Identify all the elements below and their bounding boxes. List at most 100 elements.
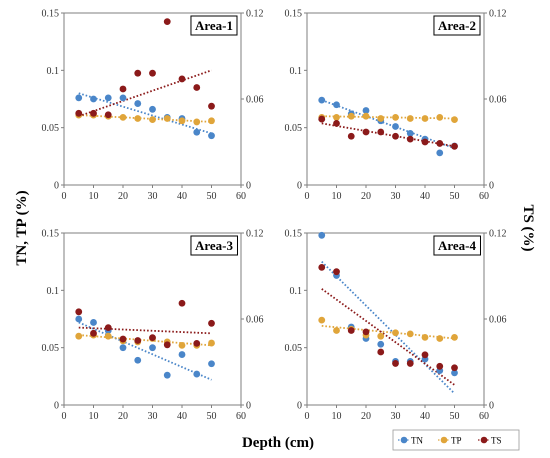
data-point-tn xyxy=(362,107,370,114)
legend: TN TP TS xyxy=(392,429,520,451)
x-tick-label: 40 xyxy=(420,411,430,422)
data-point-ts xyxy=(347,327,355,334)
y-right-tick-label: 0 xyxy=(246,181,251,192)
x-tick-label: 0 xyxy=(62,411,67,422)
x-tick-label: 30 xyxy=(148,191,158,202)
data-point-ts xyxy=(406,360,414,367)
x-tick-label: 40 xyxy=(177,191,187,202)
panel-title: Area-2 xyxy=(438,18,476,33)
y-left-tick-label: 0.05 xyxy=(285,343,303,354)
y-left-tick-label: 0 xyxy=(297,181,302,192)
data-point-ts xyxy=(119,335,127,343)
data-point-tp xyxy=(163,115,171,122)
x-tick-label: 60 xyxy=(479,411,489,422)
data-point-tp xyxy=(149,116,156,124)
data-point-tp xyxy=(377,115,385,122)
y-axis-label-left: TN, TP (%) xyxy=(14,190,30,265)
y-right-tick-label: 0.12 xyxy=(489,229,507,240)
data-point-tn xyxy=(119,344,127,352)
data-point-tn xyxy=(75,94,83,102)
data-point-ts xyxy=(163,341,171,349)
trendline-ts xyxy=(321,288,456,386)
legend-label-ts: TS xyxy=(491,436,502,446)
panel-title: Area-4 xyxy=(438,238,477,253)
x-tick-label: 60 xyxy=(236,191,246,202)
data-point-tn xyxy=(318,96,326,104)
data-point-tn xyxy=(318,231,326,239)
data-point-tp xyxy=(451,333,458,341)
data-point-ts xyxy=(362,128,370,136)
y-left-tick-label: 0.15 xyxy=(42,229,60,240)
data-point-ts xyxy=(134,69,142,77)
data-point-tp xyxy=(436,113,444,121)
y-left-tick-label: 0.05 xyxy=(42,343,60,354)
data-point-tp xyxy=(208,117,215,125)
data-point-ts xyxy=(134,337,142,344)
x-tick-label: 30 xyxy=(148,411,158,422)
panel-title-box xyxy=(190,235,238,256)
data-point-tp xyxy=(208,339,215,347)
data-point-tn xyxy=(436,149,444,157)
data-point-tn xyxy=(134,100,142,107)
trendline-ts xyxy=(78,326,212,335)
data-point-tp xyxy=(436,335,444,342)
data-point-ts xyxy=(377,348,385,356)
y-right-tick-label: 0.06 xyxy=(246,315,264,326)
data-point-tp xyxy=(333,113,340,121)
trendline-tn xyxy=(321,261,456,395)
trendline-tn xyxy=(78,321,212,381)
data-point-ts xyxy=(75,109,83,117)
data-point-ts xyxy=(436,140,444,147)
data-point-tp xyxy=(119,113,127,121)
data-point-tp xyxy=(421,115,429,122)
trendline-ts xyxy=(78,69,212,118)
x-tick-label: 60 xyxy=(479,191,489,202)
data-point-tn xyxy=(451,369,458,377)
plot-frame xyxy=(306,12,485,186)
x-tick-label: 0 xyxy=(305,411,310,422)
x-tick-label: 10 xyxy=(332,191,342,202)
data-point-tp xyxy=(318,316,326,324)
data-point-tp xyxy=(451,116,458,124)
x-tick-label: 40 xyxy=(177,411,187,422)
data-point-ts xyxy=(421,138,429,146)
data-point-tn xyxy=(377,340,385,348)
y-left-tick-label: 0 xyxy=(54,181,59,192)
x-tick-label: 30 xyxy=(391,411,401,422)
trendline-tp xyxy=(321,115,455,120)
data-point-ts xyxy=(451,142,458,150)
panel-title: Area-3 xyxy=(195,238,234,253)
x-tick-label: 20 xyxy=(118,411,128,422)
data-point-tp xyxy=(178,341,186,349)
data-point-ts xyxy=(333,119,340,127)
y-left-tick-label: 0.15 xyxy=(285,9,303,20)
data-point-ts xyxy=(104,111,112,119)
y-right-tick-label: 0 xyxy=(489,401,494,412)
x-tick-label: 0 xyxy=(62,191,67,202)
data-point-tp xyxy=(362,112,370,120)
y-left-tick-label: 0.1 xyxy=(290,286,303,297)
y-left-tick-label: 0.05 xyxy=(285,123,303,134)
x-tick-label: 50 xyxy=(207,411,217,422)
y-right-tick-label: 0.06 xyxy=(489,95,507,106)
data-point-ts xyxy=(392,132,399,140)
data-point-tp xyxy=(104,332,112,340)
panels: 0 10 20 30 40 50 6000.050.10.1500.060.12Area-1… xyxy=(42,9,507,423)
data-point-tn xyxy=(333,101,340,109)
y-right-tick-label: 0.12 xyxy=(246,9,264,20)
x-tick-label: 0 xyxy=(305,191,310,202)
data-point-tn xyxy=(178,351,186,358)
data-point-tn xyxy=(149,344,156,352)
data-point-tp xyxy=(377,332,385,340)
data-point-ts xyxy=(193,339,201,347)
x-tick-label: 10 xyxy=(332,411,342,422)
data-point-tn xyxy=(90,95,97,103)
data-point-tn xyxy=(134,356,142,364)
panel-title: Area-1 xyxy=(195,18,233,33)
data-point-tp xyxy=(347,112,355,120)
data-point-tp xyxy=(75,332,83,340)
data-point-tn xyxy=(119,94,127,102)
